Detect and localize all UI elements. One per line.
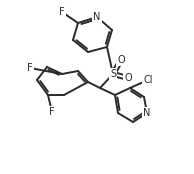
Text: N: N xyxy=(93,12,101,22)
Text: F: F xyxy=(49,107,55,117)
Text: N: N xyxy=(143,108,151,118)
Text: F: F xyxy=(27,63,33,73)
Text: Cl: Cl xyxy=(143,75,153,85)
Text: O: O xyxy=(124,73,132,83)
Text: F: F xyxy=(59,7,65,17)
Text: S: S xyxy=(110,69,116,79)
Text: O: O xyxy=(117,55,125,65)
